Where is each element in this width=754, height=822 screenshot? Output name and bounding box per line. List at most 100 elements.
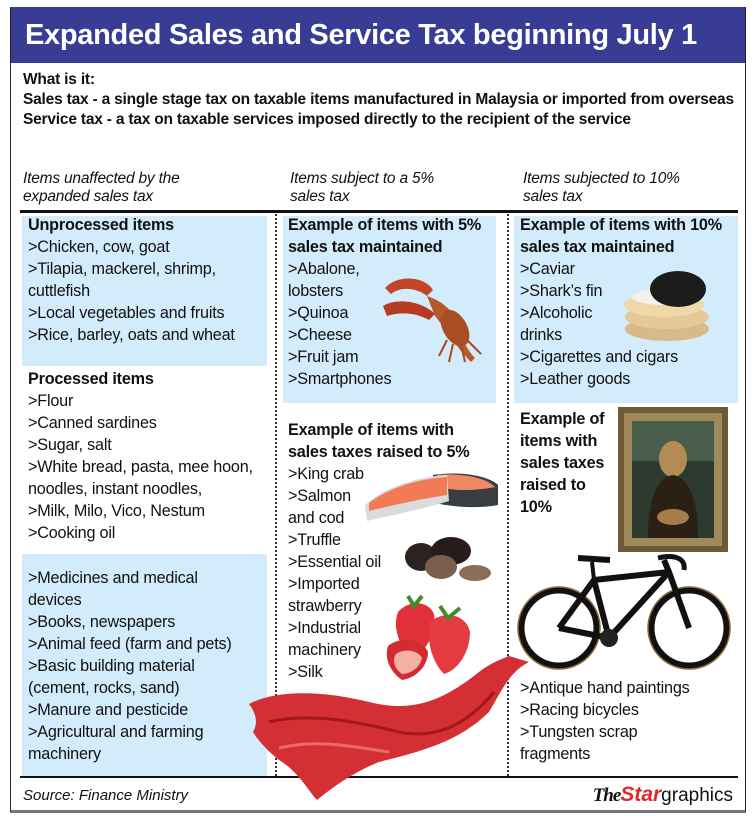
- list-item: >Fruit jam: [288, 348, 359, 366]
- ten-percent-raised-title: Example of items with sales taxes raised…: [520, 408, 605, 518]
- list-item: >Industrial: [288, 619, 361, 637]
- list-item: >King crab: [288, 465, 364, 483]
- list-item: >Shark’s fin: [520, 282, 603, 300]
- list-item: drinks: [520, 326, 562, 344]
- unprocessed-box: [22, 216, 267, 366]
- list-item: >White bread, pasta, mee hoon,: [28, 458, 253, 476]
- the-star-graphics-logo: TheStargraphics: [593, 783, 733, 807]
- list-item: >Cigarettes and cigars: [520, 348, 679, 366]
- list-item: >Cheese: [288, 326, 352, 344]
- list-item: >Tungsten scrap: [520, 723, 638, 741]
- list-item: >Tilapia, mackerel, shrimp,: [28, 260, 216, 278]
- list-item: (cement, rocks, sand): [28, 679, 180, 697]
- list-item: >Canned sardines: [28, 414, 157, 432]
- section-title: sales taxes: [520, 454, 605, 472]
- section-title: 10%: [520, 498, 552, 516]
- processed-items: Processed items >Flour >Canned sardines …: [28, 368, 253, 544]
- list-item: and cod: [288, 509, 345, 527]
- list-item: >Leather goods: [520, 370, 631, 388]
- list-item: cuttlefish: [28, 282, 90, 300]
- five-percent-maintained: Example of items with 5% sales tax maint…: [288, 214, 481, 390]
- list-item: >Chicken, cow, goat: [28, 238, 170, 256]
- unprocessed-items: Unprocessed items >Chicken, cow, goat >T…: [28, 214, 235, 346]
- list-item: >Sugar, salt: [28, 436, 112, 454]
- list-item: >Silk: [288, 663, 323, 681]
- section-title: sales tax maintained: [520, 238, 675, 256]
- column-heading-10-percent: Items subjected to 10% sales tax: [523, 170, 680, 206]
- list-item: >Milk, Milo, Vico, Nestum: [28, 502, 205, 520]
- column-heading-5-percent: Items subject to a 5% sales tax: [290, 170, 434, 206]
- list-item: >Imported: [288, 575, 360, 593]
- list-item: >Antique hand paintings: [520, 679, 690, 697]
- list-item: >Medicines and medical: [28, 569, 198, 587]
- strawberry-image: [386, 594, 470, 680]
- sales-tax-definition: Sales tax - a single stage tax on taxabl…: [23, 91, 734, 108]
- heading-line: Items unaffected by the: [23, 170, 180, 187]
- brand-star: Star: [620, 783, 662, 806]
- list-item: >Books, newspapers: [28, 613, 176, 631]
- page-title: Expanded Sales and Service Tax beginning…: [11, 7, 745, 63]
- section-title: Example of items with 5%: [288, 216, 482, 234]
- footer-divider: [20, 776, 738, 778]
- list-item: >Racing bicycles: [520, 701, 639, 719]
- brand-graphics: graphics: [661, 785, 733, 806]
- column-heading-unaffected: Items unaffected by the expanded sales t…: [23, 170, 180, 206]
- list-item: strawberry: [288, 597, 362, 615]
- section-title: items with: [520, 432, 598, 450]
- column-divider: [275, 214, 277, 776]
- heading-line: sales tax: [290, 188, 350, 205]
- brand-the: The: [592, 785, 622, 806]
- list-item: devices: [28, 591, 82, 609]
- list-item: >Essential oil: [288, 553, 382, 571]
- list-item: >Basic building material: [28, 657, 195, 675]
- list-item: >Local vegetables and fruits: [28, 304, 225, 322]
- section-title: sales tax maintained: [288, 238, 443, 256]
- list-item: >Abalone,: [288, 260, 360, 278]
- list-item: >Quinoa: [288, 304, 349, 322]
- heading-line: expanded sales tax: [23, 188, 153, 205]
- section-title: Example of items with 10%: [520, 216, 722, 234]
- heading-line: Items subject to a 5%: [290, 170, 434, 187]
- header-divider: [20, 210, 738, 213]
- list-item: machinery: [28, 745, 101, 763]
- truffle-image: [405, 537, 491, 581]
- ten-percent-maintained: Example of items with 10% sales tax main…: [520, 214, 722, 390]
- list-item: >Animal feed (farm and pets): [28, 635, 232, 653]
- section-title: Example of: [520, 410, 605, 428]
- list-item: >Agricultural and farming: [28, 723, 204, 741]
- salmon-image: [365, 473, 498, 521]
- list-item: >Cooking oil: [28, 524, 116, 542]
- section-title: Example of items with: [288, 421, 454, 439]
- intro-heading: What is it:: [23, 71, 95, 88]
- section-title: Processed items: [28, 370, 154, 388]
- red-silk-image: [249, 656, 529, 800]
- other-unaffected-box: [22, 554, 267, 776]
- section-title: raised to: [520, 476, 586, 494]
- column-divider: [507, 214, 509, 776]
- section-title: sales taxes raised to 5%: [288, 443, 470, 461]
- list-item: machinery: [288, 641, 361, 659]
- service-tax-definition: Service tax - a tax on taxable services …: [23, 111, 631, 128]
- list-item: >Salmon: [288, 487, 351, 505]
- list-item: >Manure and pesticide: [28, 701, 189, 719]
- list-item: >Alcoholic: [520, 304, 593, 322]
- list-item: lobsters: [288, 282, 344, 300]
- five-percent-raised: Example of items with sales taxes raised…: [288, 419, 470, 683]
- heading-line: Items subjected to 10%: [523, 170, 680, 187]
- list-item: fragments: [520, 745, 591, 763]
- heading-line: sales tax: [523, 188, 583, 205]
- section-title: Unprocessed items: [28, 216, 174, 234]
- list-item: >Truffle: [288, 531, 341, 549]
- list-item: >Smartphones: [288, 370, 392, 388]
- mona-lisa-painting-image: [618, 407, 728, 552]
- list-item: >Caviar: [520, 260, 575, 278]
- list-item: >Flour: [28, 392, 74, 410]
- caviar-image: [624, 271, 709, 341]
- ten-percent-raised-items: >Antique hand paintings >Racing bicycles…: [520, 677, 690, 765]
- racing-bicycle-image: [517, 554, 731, 670]
- infographic-frame: Expanded Sales and Service Tax beginning…: [10, 7, 746, 813]
- list-item: noodles, instant noodles,: [28, 480, 203, 498]
- list-item: >Rice, barley, oats and wheat: [28, 326, 235, 344]
- source-note: Source: Finance Ministry: [23, 787, 189, 804]
- lobster-image: [383, 278, 482, 363]
